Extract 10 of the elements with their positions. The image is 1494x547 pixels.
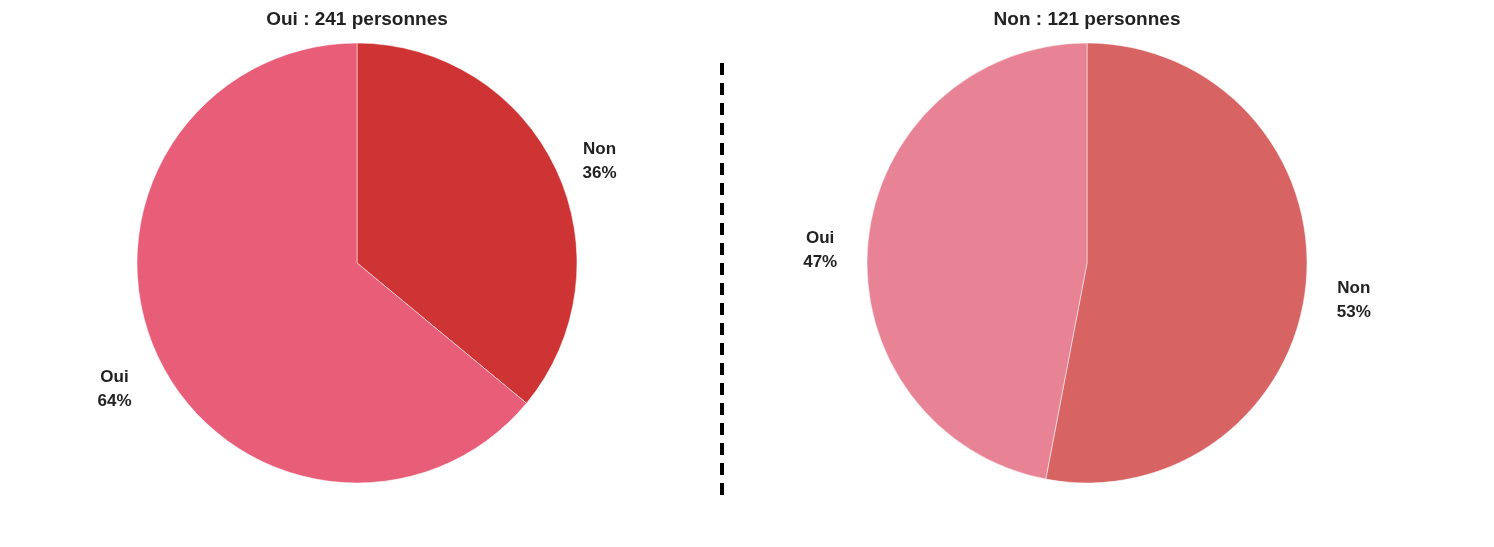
slice-label: Oui <box>100 367 129 387</box>
data-label: 47% <box>803 251 838 271</box>
chart-title: Non : 121 personnes <box>993 8 1181 29</box>
data-label: 36% <box>582 162 617 182</box>
data-label: 53% <box>1336 302 1371 322</box>
slice-label: Non <box>582 138 617 158</box>
slice-label: Oui <box>806 227 835 247</box>
data-label: 64% <box>97 391 132 411</box>
chart-title: Oui : 241 personnes <box>266 8 448 29</box>
slice-label: Non <box>1337 278 1371 298</box>
